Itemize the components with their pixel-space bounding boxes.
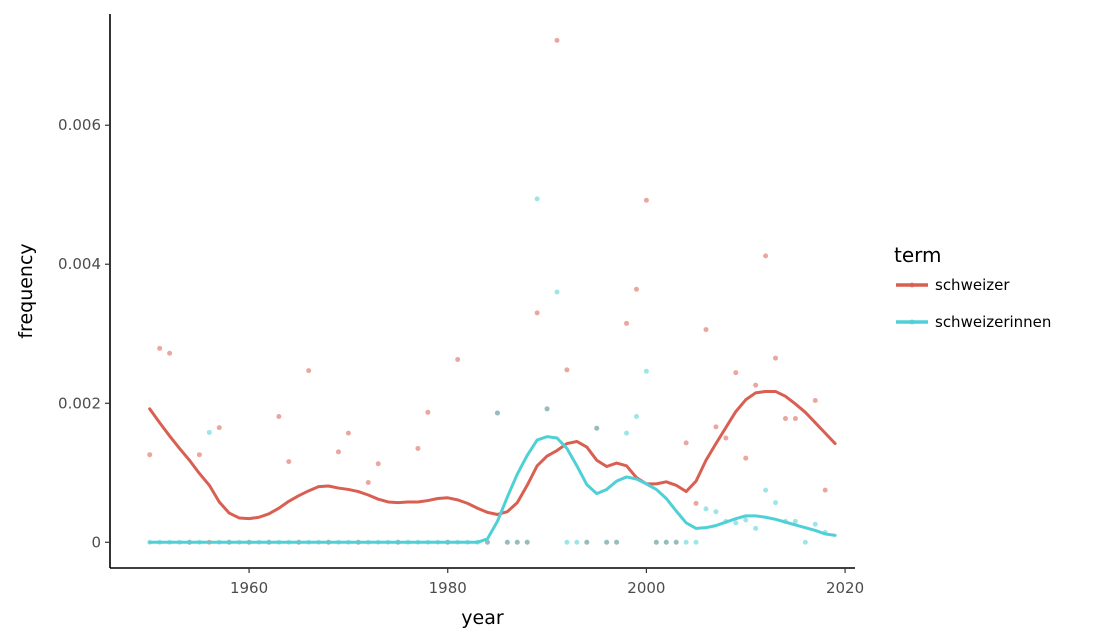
data-point-schweizer: [147, 452, 153, 458]
lines-layer: [148, 389, 837, 544]
data-point-schweizerinnen: [773, 500, 779, 506]
data-point-schweizer: [167, 350, 173, 356]
data-point-schweizerinnen: [683, 539, 689, 545]
y-axis-title: frequency: [15, 243, 37, 338]
data-point-schweizerinnen: [663, 539, 669, 545]
legend-entry-schweizer: schweizer: [896, 276, 1010, 294]
legend-entries: schweizer schweizerinnen: [896, 276, 1051, 331]
data-point-schweizer: [753, 382, 759, 388]
data-point-schweizerinnen: [554, 289, 560, 295]
legend: term schweizer schweizerinnen: [894, 243, 1051, 331]
data-point-schweizer: [773, 355, 779, 361]
data-point-schweizerinnen: [544, 406, 550, 412]
data-point-schweizer: [425, 409, 431, 415]
data-point-schweizer: [792, 416, 798, 422]
data-point-schweizer: [345, 430, 351, 436]
x-axis-title: year: [461, 607, 504, 629]
data-point-schweizer: [286, 459, 292, 465]
legend-label: schweizer: [935, 276, 1010, 294]
data-point-schweizerinnen: [594, 425, 600, 431]
data-point-schweizerinnen: [753, 525, 759, 531]
data-point-schweizerinnen: [524, 539, 530, 545]
data-point-schweizer: [335, 449, 341, 455]
data-point-schweizer: [633, 286, 639, 292]
data-point-schweizerinnen: [802, 539, 808, 545]
data-point-schweizerinnen: [792, 518, 798, 524]
legend-title: term: [894, 243, 942, 267]
data-point-schweizer: [276, 413, 282, 419]
data-point-schweizer: [534, 310, 540, 316]
data-point-schweizer: [415, 445, 421, 451]
data-point-schweizerinnen: [673, 539, 679, 545]
data-point-schweizer: [703, 327, 709, 333]
legend-label: schweizerinnen: [935, 313, 1051, 331]
y-tick-label: 0: [91, 533, 101, 551]
data-point-schweizerinnen: [713, 509, 719, 515]
x-tick-label: 2000: [627, 579, 665, 597]
data-point-schweizer: [733, 370, 739, 376]
data-point-schweizer: [375, 461, 381, 467]
data-point-schweizerinnen: [574, 539, 580, 545]
smooth-line-schweizerinnen: [148, 435, 837, 544]
data-point-schweizer: [693, 500, 699, 506]
x-tick-label: 1960: [230, 579, 268, 597]
data-point-schweizerinnen: [624, 430, 630, 436]
data-point-schweizer: [157, 345, 163, 351]
data-point-schweizer: [713, 424, 719, 430]
x-ticks: 1960 1980 2000 2020: [230, 568, 864, 597]
data-point-schweizer: [216, 425, 222, 431]
data-point-schweizer: [812, 397, 818, 403]
data-point-schweizer: [763, 253, 769, 259]
legend-swatch-point: [909, 282, 915, 288]
data-point-schweizer: [455, 356, 461, 362]
plot-area: 1960 1980 2000 2020 0 0.002 0.004 0.006: [58, 14, 864, 597]
data-point-schweizerinnen: [494, 410, 500, 416]
smooth-line-schweizer: [148, 389, 837, 521]
data-point-schweizerinnen: [703, 506, 709, 512]
data-point-schweizerinnen: [653, 539, 659, 545]
data-point-schweizerinnen: [743, 517, 749, 523]
data-point-schweizer: [822, 487, 828, 493]
data-point-schweizerinnen: [514, 539, 520, 545]
x-tick-label: 2020: [826, 579, 864, 597]
data-point-schweizerinnen: [584, 539, 590, 545]
data-point-schweizerinnen: [812, 521, 818, 527]
data-point-schweizer: [743, 455, 749, 461]
legend-swatch-point: [909, 319, 915, 325]
y-tick-label: 0.006: [58, 116, 101, 134]
y-tick-label: 0.004: [58, 255, 101, 273]
data-point-schweizerinnen: [564, 539, 570, 545]
data-point-schweizerinnen: [534, 196, 540, 202]
x-tick-label: 1980: [429, 579, 467, 597]
points-layer: [147, 37, 828, 545]
data-point-schweizerinnen: [614, 539, 620, 545]
y-tick-label: 0.002: [58, 394, 101, 412]
data-point-schweizerinnen: [763, 487, 769, 493]
data-point-schweizer: [554, 37, 560, 43]
data-point-schweizer: [306, 368, 312, 374]
legend-entry-schweizerinnen: schweizerinnen: [896, 313, 1051, 331]
data-point-schweizerinnen: [504, 539, 510, 545]
data-point-schweizerinnen: [206, 429, 212, 435]
y-ticks: 0 0.002 0.004 0.006: [58, 116, 110, 551]
data-point-schweizerinnen: [484, 539, 490, 545]
data-point-schweizer: [782, 416, 788, 422]
data-point-schweizer: [723, 435, 729, 441]
data-point-schweizerinnen: [604, 539, 610, 545]
data-point-schweizerinnen: [733, 520, 739, 526]
data-point-schweizer: [564, 367, 570, 373]
data-point-schweizer: [624, 320, 630, 326]
data-point-schweizerinnen: [693, 539, 699, 545]
data-point-schweizerinnen: [643, 368, 649, 374]
data-point-schweizer: [196, 452, 202, 458]
data-point-schweizer: [365, 480, 371, 486]
data-point-schweizer: [643, 197, 649, 203]
data-point-schweizerinnen: [633, 413, 639, 419]
data-point-schweizer: [683, 440, 689, 446]
